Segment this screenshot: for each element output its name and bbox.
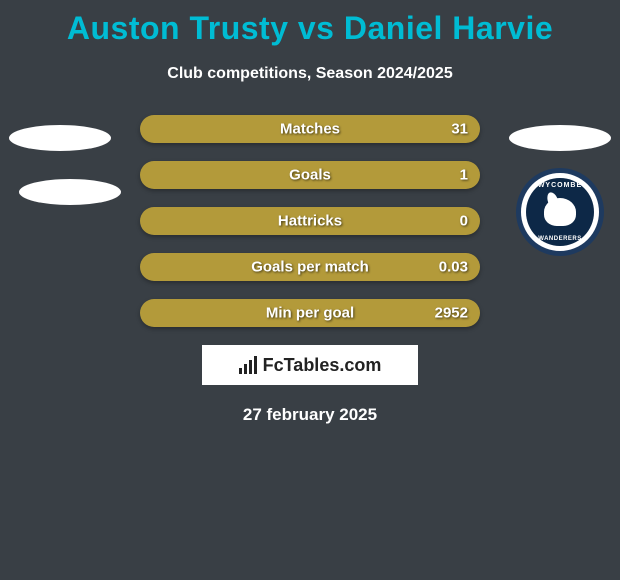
date-text: 27 february 2025 (0, 405, 620, 425)
brand-text: FcTables.com (263, 355, 382, 376)
branding-box: FcTables.com (202, 345, 418, 385)
page-subtitle: Club competitions, Season 2024/2025 (0, 65, 620, 83)
stat-value: 0.03 (439, 259, 468, 276)
stat-bar-min-per-goal: Min per goal 2952 (140, 299, 480, 327)
stat-value: 0 (460, 213, 468, 230)
page-title: Auston Trusty vs Daniel Harvie (0, 0, 620, 47)
stat-value: 31 (451, 121, 468, 138)
stat-label: Goals (289, 167, 331, 184)
stats-area: Matches 31 Goals 1 Hattricks 0 Goals per… (0, 115, 620, 327)
stat-bar-goals-per-match: Goals per match 0.03 (140, 253, 480, 281)
stat-value: 1 (460, 167, 468, 184)
stat-bar-hattricks: Hattricks 0 (140, 207, 480, 235)
stat-bar-matches: Matches 31 (140, 115, 480, 143)
stat-label: Min per goal (266, 305, 354, 322)
stat-value: 2952 (435, 305, 468, 322)
stat-label: Matches (280, 121, 340, 138)
stat-bar-goals: Goals 1 (140, 161, 480, 189)
bar-chart-icon (239, 356, 257, 374)
stat-label: Hattricks (278, 213, 342, 230)
stat-label: Goals per match (251, 259, 369, 276)
